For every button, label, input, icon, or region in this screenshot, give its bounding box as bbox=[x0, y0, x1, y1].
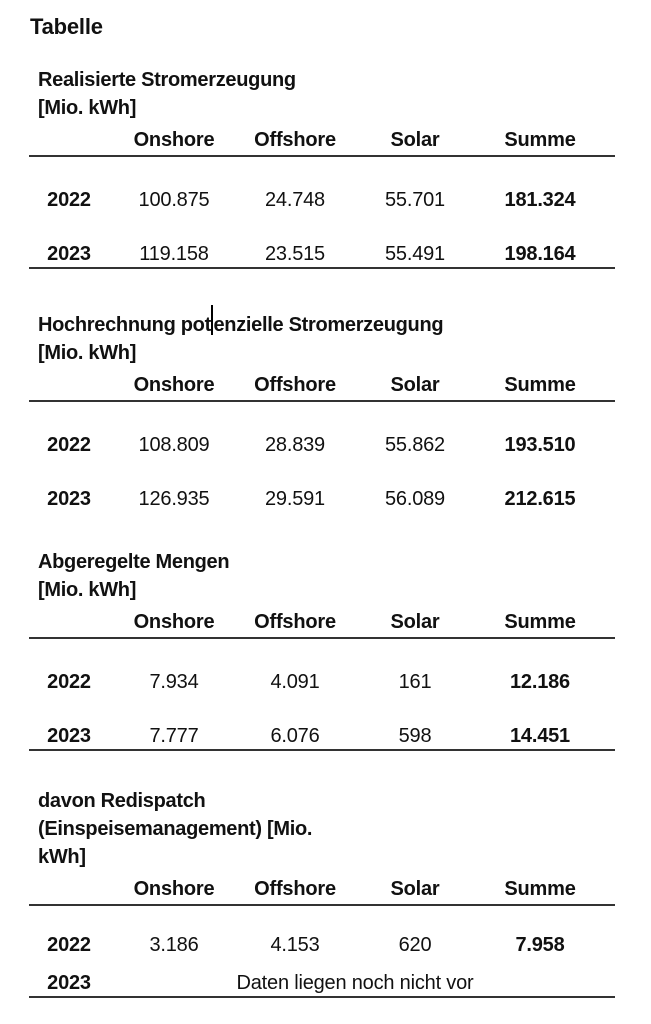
year-cell: 2023 bbox=[47, 972, 91, 994]
caption-line: davon Redispatch bbox=[38, 790, 206, 812]
year-cell: 2022 bbox=[47, 934, 91, 956]
header-row: Onshore Offshore Solar Summe bbox=[29, 373, 615, 401]
summe-cell: 12.186 bbox=[510, 671, 570, 693]
col-header-offshore: Offshore bbox=[254, 129, 336, 151]
header-row: Onshore Offshore Solar Summe bbox=[29, 610, 615, 638]
header-row: Onshore Offshore Solar Summe bbox=[29, 877, 615, 905]
offshore-cell: 4.091 bbox=[270, 671, 320, 693]
table-row-2022: 2022 108.809 28.839 55.862 193.510 bbox=[29, 401, 615, 456]
col-header-summe: Summe bbox=[504, 878, 576, 900]
caption-text-after-cursor: enzielle Stromerzeugung bbox=[213, 314, 444, 336]
corner-cell bbox=[29, 610, 109, 638]
col-header-solar: Solar bbox=[390, 878, 440, 900]
caption-line: (Einspeisemanagement) [Mio. bbox=[38, 818, 313, 840]
data-table-hochrechnung: Onshore Offshore Solar Summe 2022 108.80… bbox=[29, 373, 615, 512]
offshore-cell: 28.839 bbox=[265, 434, 325, 456]
onshore-cell: 7.777 bbox=[149, 725, 199, 747]
header-row: Onshore Offshore Solar Summe bbox=[29, 128, 615, 156]
offshore-cell: 4.153 bbox=[270, 934, 320, 956]
solar-cell: 55.491 bbox=[385, 243, 445, 265]
no-data-note: Daten liegen noch nicht vor bbox=[236, 972, 474, 994]
summe-cell: 14.451 bbox=[510, 725, 570, 747]
table-caption: Realisierte Stromerzeugung [Mio. kWh] bbox=[38, 66, 615, 122]
table-row-2023: 2023 119.158 23.515 55.491 198.164 bbox=[29, 211, 615, 268]
onshore-cell: 3.186 bbox=[149, 934, 199, 956]
col-header-offshore: Offshore bbox=[254, 611, 336, 633]
onshore-cell: 126.935 bbox=[138, 488, 210, 510]
solar-cell: 56.089 bbox=[385, 488, 445, 510]
col-header-summe: Summe bbox=[504, 374, 576, 396]
section-davon-redispatch: davon Redispatch (Einspeisemanagement) [… bbox=[29, 787, 615, 998]
col-header-onshore: Onshore bbox=[133, 611, 215, 633]
col-header-onshore: Onshore bbox=[133, 878, 215, 900]
col-header-solar: Solar bbox=[390, 374, 440, 396]
table-caption: Hochrechnung pot enzielle Stromerzeugung … bbox=[38, 305, 615, 367]
caption-text-before-cursor: Hochrechnung pot bbox=[38, 314, 211, 336]
col-header-summe: Summe bbox=[504, 611, 576, 633]
caption-unit-line: [Mio. kWh] bbox=[38, 97, 137, 119]
year-cell: 2023 bbox=[47, 725, 91, 747]
onshore-cell: 7.934 bbox=[149, 671, 199, 693]
corner-cell bbox=[29, 373, 109, 401]
text-cursor bbox=[211, 305, 213, 335]
solar-cell: 55.701 bbox=[385, 189, 445, 211]
table-row-2022: 2022 100.875 24.748 55.701 181.324 bbox=[29, 156, 615, 211]
col-header-solar: Solar bbox=[390, 129, 440, 151]
corner-cell bbox=[29, 877, 109, 905]
summe-cell: 181.324 bbox=[504, 189, 576, 211]
col-header-onshore: Onshore bbox=[133, 374, 215, 396]
year-cell: 2022 bbox=[47, 189, 91, 211]
year-cell: 2023 bbox=[47, 243, 91, 265]
data-table-redispatch: Onshore Offshore Solar Summe 2022 3.186 … bbox=[29, 877, 615, 998]
offshore-cell: 24.748 bbox=[265, 189, 325, 211]
offshore-cell: 6.076 bbox=[270, 725, 320, 747]
page-title: Tabelle bbox=[30, 14, 103, 39]
table-row-2022: 2022 7.934 4.091 161 12.186 bbox=[29, 638, 615, 693]
caption-unit-line: [Mio. kWh] bbox=[38, 342, 137, 364]
table-row-2023: 2023 7.777 6.076 598 14.451 bbox=[29, 693, 615, 750]
table-row-2023: 2023 Daten liegen noch nicht vor bbox=[29, 956, 615, 997]
section-realisierte-stromerzeugung: Realisierte Stromerzeugung [Mio. kWh] On… bbox=[29, 66, 615, 269]
summe-cell: 212.615 bbox=[504, 488, 576, 510]
caption-line-with-cursor: Hochrechnung pot enzielle Stromerzeugung bbox=[38, 305, 615, 339]
solar-cell: 161 bbox=[398, 671, 432, 693]
onshore-cell: 108.809 bbox=[138, 434, 210, 456]
corner-cell bbox=[29, 128, 109, 156]
onshore-cell: 100.875 bbox=[138, 189, 210, 211]
col-header-offshore: Offshore bbox=[254, 374, 336, 396]
offshore-cell: 23.515 bbox=[265, 243, 325, 265]
section-abgeregelte-mengen: Abgeregelte Mengen [Mio. kWh] Onshore Of… bbox=[29, 548, 615, 751]
caption-line: Abgeregelte Mengen bbox=[38, 551, 230, 573]
year-cell: 2023 bbox=[47, 488, 91, 510]
year-cell: 2022 bbox=[47, 671, 91, 693]
summe-cell: 198.164 bbox=[504, 243, 576, 265]
section-hochrechnung-stromerzeugung: Hochrechnung pot enzielle Stromerzeugung … bbox=[29, 305, 615, 512]
summe-cell: 193.510 bbox=[504, 434, 576, 456]
data-table-abgeregelte: Onshore Offshore Solar Summe 2022 7.934 … bbox=[29, 610, 615, 751]
col-header-onshore: Onshore bbox=[133, 129, 215, 151]
table-caption: davon Redispatch (Einspeisemanagement) [… bbox=[38, 787, 615, 871]
col-header-solar: Solar bbox=[390, 611, 440, 633]
caption-line: Realisierte Stromerzeugung bbox=[38, 69, 296, 91]
caption-unit-line: [Mio. kWh] bbox=[38, 579, 137, 601]
onshore-cell: 119.158 bbox=[139, 243, 209, 265]
solar-cell: 620 bbox=[398, 934, 432, 956]
table-caption: Abgeregelte Mengen [Mio. kWh] bbox=[38, 548, 615, 604]
table-row-2022: 2022 3.186 4.153 620 7.958 bbox=[29, 905, 615, 956]
offshore-cell: 29.591 bbox=[265, 488, 325, 510]
table-row-2023: 2023 126.935 29.591 56.089 212.615 bbox=[29, 456, 615, 512]
year-cell: 2022 bbox=[47, 434, 91, 456]
solar-cell: 598 bbox=[398, 725, 432, 747]
document-page: Tabelle Realisierte Stromerzeugung [Mio.… bbox=[29, 14, 615, 998]
col-header-summe: Summe bbox=[504, 129, 576, 151]
solar-cell: 55.862 bbox=[385, 434, 445, 456]
col-header-offshore: Offshore bbox=[254, 878, 336, 900]
data-table-realisierte: Onshore Offshore Solar Summe 2022 100.87… bbox=[29, 128, 615, 269]
summe-cell: 7.958 bbox=[515, 934, 565, 956]
caption-unit-line: kWh] bbox=[38, 846, 86, 868]
